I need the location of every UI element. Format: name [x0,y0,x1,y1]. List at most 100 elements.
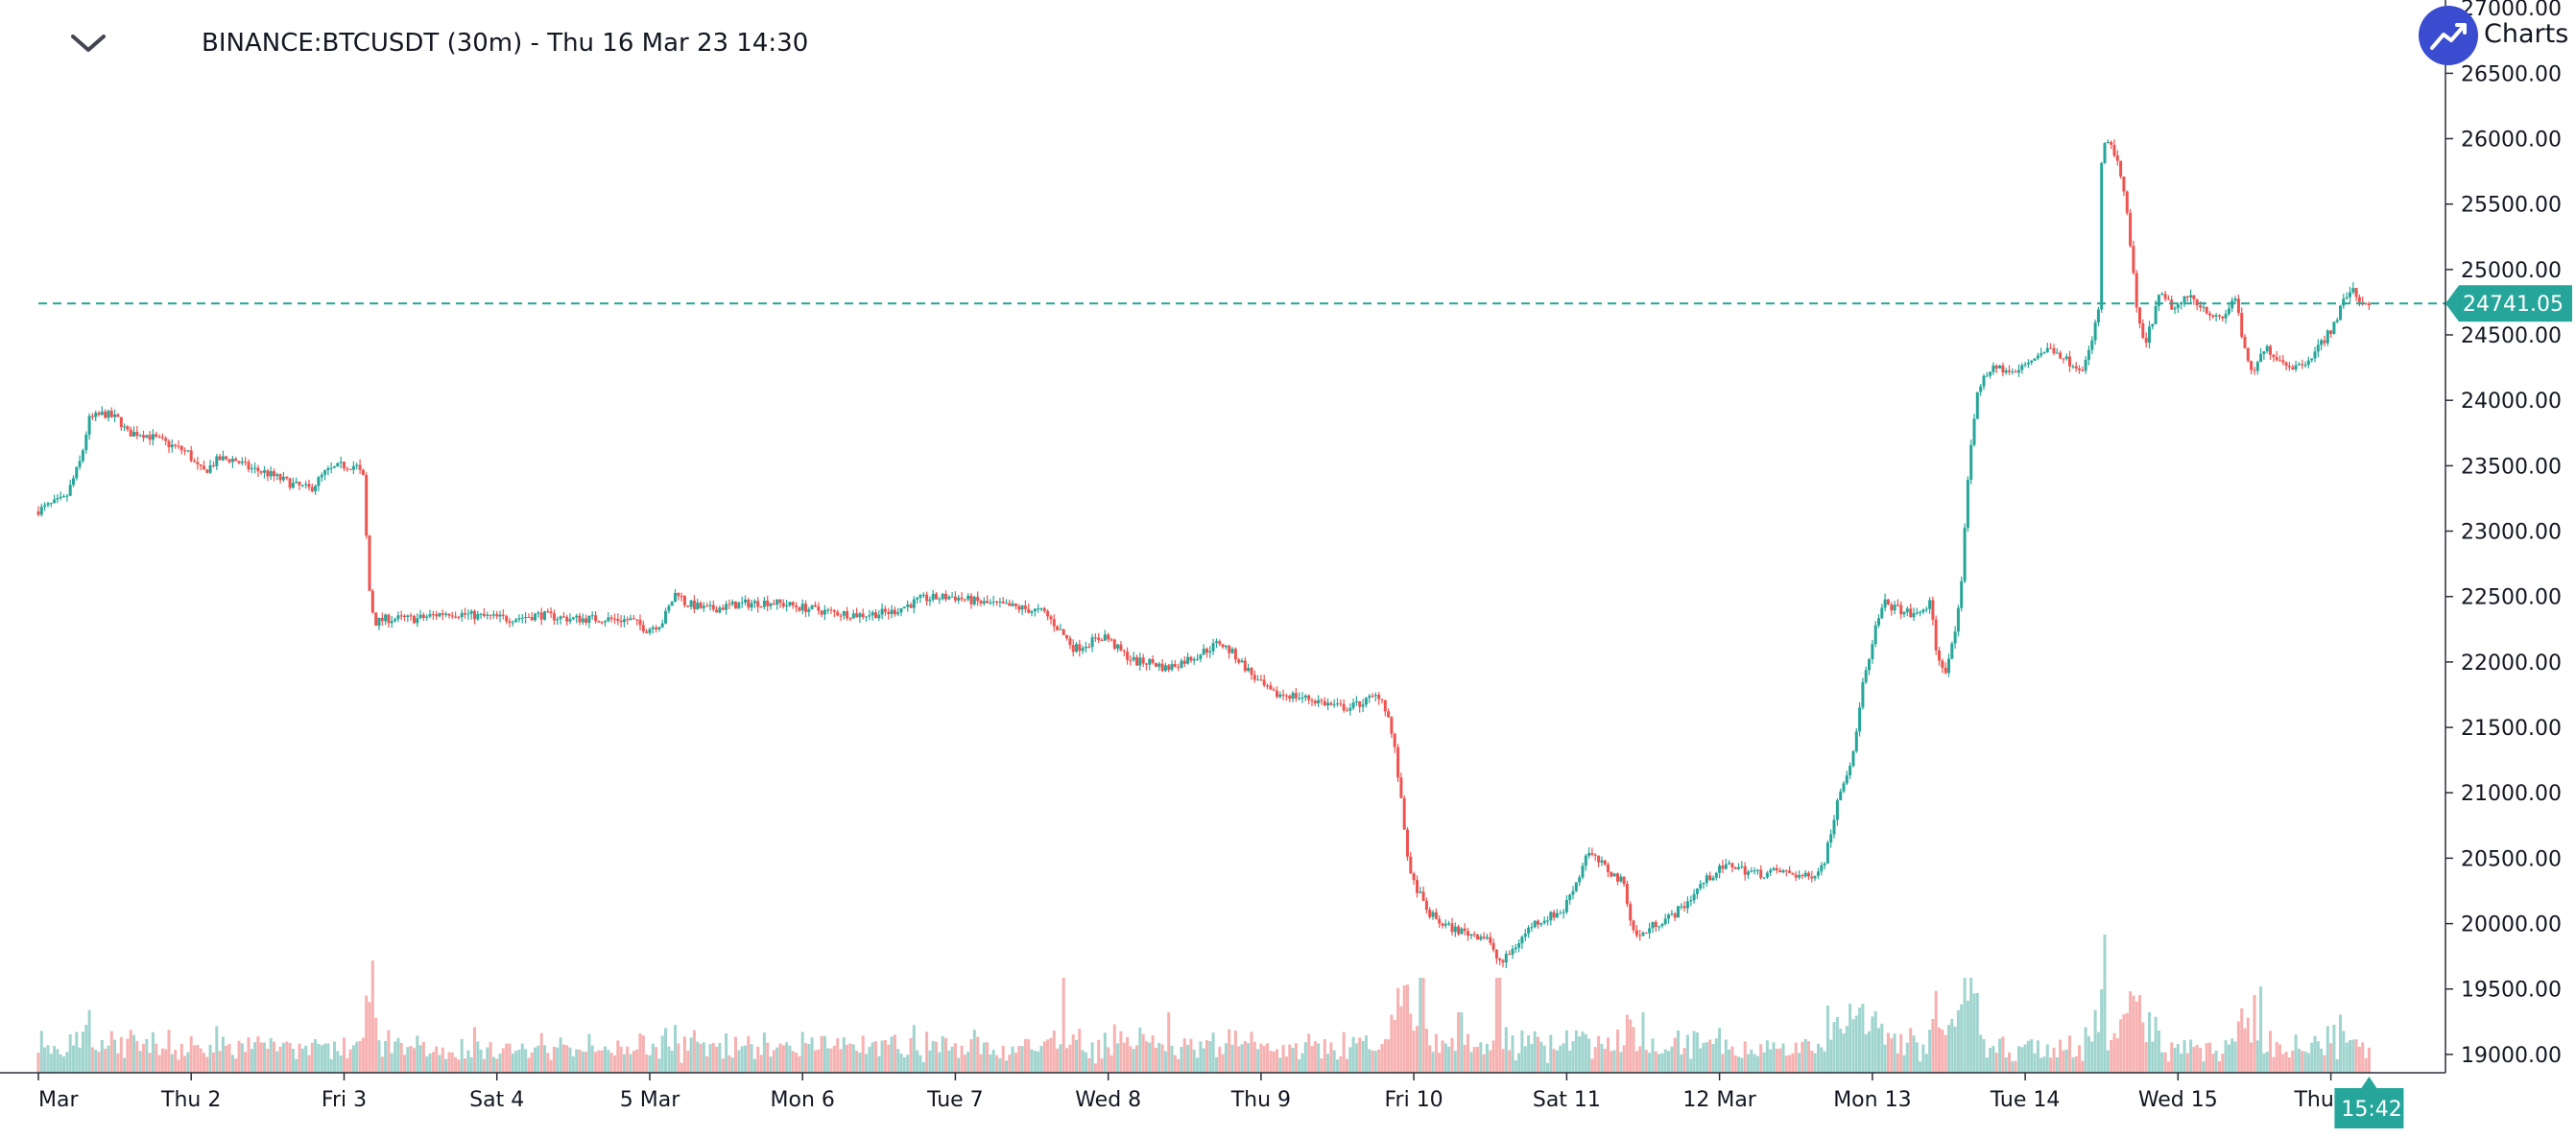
candle-body [1491,942,1495,950]
volume-bar [1119,1031,1123,1073]
volume-bar [957,1057,961,1073]
candle-body [1373,695,1377,697]
volume-bar [1634,1051,1638,1073]
volume-bar [304,1045,308,1073]
price-axis[interactable]: 27000.0026500.0026000.0025500.0025000.00… [2445,0,2562,1068]
volume-bar [441,1047,444,1073]
candle-body [240,462,244,463]
candle-body [1982,375,1986,387]
volume-bar [559,1037,562,1073]
candle-body [1708,875,1712,881]
volume-bar [1992,1046,1995,1073]
volume-bar [1014,1053,1017,1073]
candle-body [571,617,575,620]
candle-body [1873,625,1877,645]
volume-bar [275,1051,279,1073]
candle-body [2332,321,2336,334]
candle-body [72,478,75,486]
volume-bar [1953,1026,1957,1073]
candle-body [1584,855,1587,866]
volume-bar [696,1041,700,1073]
candle-body [1578,877,1582,883]
volume-bar [466,1050,470,1073]
volume-bar [1132,1049,1135,1073]
candle-body [1823,863,1826,865]
volume-bar [2195,1045,2199,1073]
candle-body [460,612,464,618]
volume-bar [921,1061,925,1073]
candle-body [1276,690,1278,698]
volume-bar [1778,1048,1782,1073]
volume-bar [2354,1039,2358,1073]
candle-body [581,618,584,623]
volume-bar [682,1036,686,1073]
candle-body [142,435,145,439]
volume-bar [43,1047,47,1073]
candle-body [295,481,298,484]
candle-body [1323,700,1326,706]
volume-bar [1842,1033,1846,1073]
candle-body [682,596,686,605]
volume-bar [2253,995,2256,1073]
collapse-button[interactable] [63,25,113,67]
volume-bar [2059,1039,2063,1073]
candle-body [2320,340,2324,345]
candle-body [1107,634,1110,640]
candle-body [730,602,734,605]
volume-bar [486,1047,489,1073]
candle-body [1354,701,1358,703]
volume-bar [247,1037,250,1073]
candle-body [2227,308,2230,315]
volume-bar [660,1035,664,1073]
volume-bar [2157,1031,2160,1073]
volume-bar [607,1050,610,1073]
volume-bar [1421,978,1425,1073]
candle-body [501,614,505,616]
candle-body [1351,702,1355,708]
candle-body [1989,371,1992,376]
candle-body [2068,356,2071,367]
volume-bar [963,1055,966,1073]
volume-bar [1303,1042,1307,1073]
volume-bar [2166,1061,2170,1073]
volume-bar [479,1049,483,1073]
candle-body [1765,872,1769,878]
candle-body [2233,298,2237,301]
candle-body [1112,639,1116,649]
volume-bar [2135,1001,2138,1073]
candle-body [1651,921,1655,929]
candle-body [2367,303,2371,305]
volume-bar [1975,992,1979,1073]
candle-body [1489,936,1492,943]
volume-bar [377,1040,381,1073]
volume-bar [2192,1047,2196,1073]
volume-bar [295,1058,298,1073]
candle-body [2154,306,2158,324]
candle-body [604,621,607,623]
candle-body [836,611,840,616]
volume-bar [2364,1057,2368,1073]
volume-bar [626,1046,630,1073]
volume-bar [1728,1049,1731,1073]
candle-body [2093,322,2097,341]
volume-bar [534,1047,537,1073]
candle-body [278,474,282,481]
volume-bar [918,1055,922,1073]
volume-bar [2176,1044,2180,1073]
volume-bar [1743,1041,1747,1073]
volume-bar [1724,1039,1728,1073]
candle-body [1377,695,1381,699]
volume-bar [1944,1034,1947,1073]
candle-body [1358,701,1362,707]
candle-body [556,619,560,621]
candle-body [820,610,823,615]
candle-body [2202,306,2206,308]
candle-body [1527,927,1531,934]
candle-body [2062,358,2065,360]
candle-body [590,615,594,617]
volume-bar [655,1047,658,1073]
volume-bar [1912,1035,1916,1073]
brand-link[interactable]: Charts | [2419,6,2576,69]
